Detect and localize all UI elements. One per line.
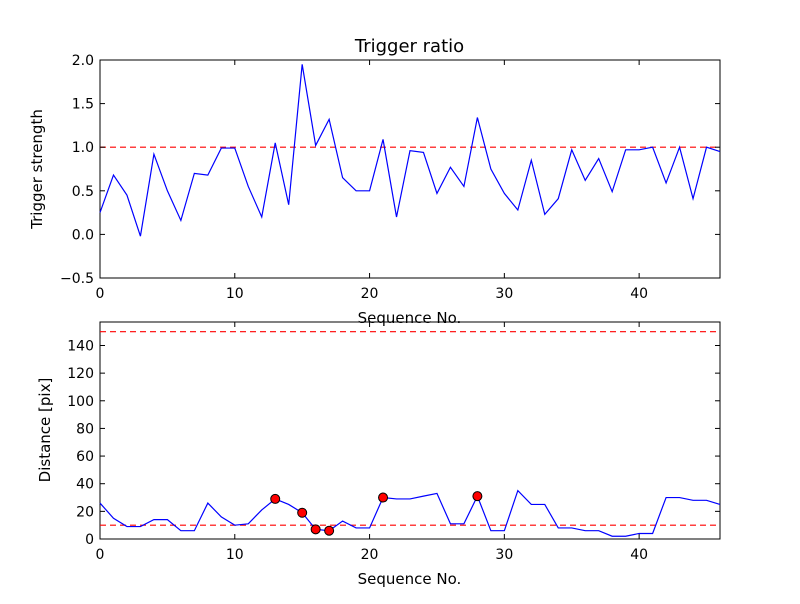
bottom-chart: 0 10 20 30 40 0 20 40 60 80 100 120 140 — [67, 321, 721, 563]
bottom-y-tick-label: 60 — [76, 449, 94, 465]
top-y-tick-label: 2.0 — [72, 53, 94, 69]
bottom-highlight-point — [270, 493, 281, 504]
top-x-tick-label: 20 — [361, 286, 379, 302]
top-x-axis-label: Sequence No. — [358, 309, 462, 327]
bottom-highlight-point — [310, 524, 321, 535]
bottom-x-tick-label: 0 — [96, 547, 105, 563]
bottom-highlight-point — [324, 525, 335, 536]
bottom-y-tick-label: 100 — [67, 394, 94, 410]
top-chart: 0 10 20 30 40 −0.5 0.0 0.5 1.0 1.5 2.0 — [60, 53, 721, 302]
bottom-y-axis-label: Distance [pix] — [36, 378, 54, 483]
bottom-highlight-point — [297, 507, 308, 518]
top-plot-frame — [99, 59, 721, 279]
top-x-tick-label: 10 — [226, 286, 244, 302]
bottom-highlight-point — [472, 491, 483, 502]
bottom-y-tick-label: 80 — [76, 421, 94, 437]
top-y-tick-label: −0.5 — [60, 271, 94, 287]
bottom-y-tick-label: 140 — [67, 338, 94, 354]
top-series-line — [99, 64, 721, 237]
bottom-y-tick-label: 40 — [76, 477, 94, 493]
bottom-y-tick-label: 120 — [67, 366, 94, 382]
bottom-y-tick-label: 20 — [76, 504, 94, 520]
bottom-x-axis-label: Sequence No. — [358, 570, 462, 588]
bottom-series-line — [99, 489, 721, 537]
top-y-tick-label: 0.0 — [72, 227, 94, 243]
top-y-axis-label: Trigger strength — [28, 109, 46, 230]
chart-title: Trigger ratio — [354, 36, 464, 57]
top-x-tick-label: 30 — [495, 286, 513, 302]
bottom-plot-frame — [99, 321, 721, 540]
top-x-tick-label: 0 — [96, 286, 105, 302]
bottom-x-tick-label: 30 — [495, 547, 513, 563]
top-x-tick-label: 40 — [630, 286, 648, 302]
bottom-x-tick-label: 10 — [226, 547, 244, 563]
bottom-x-tick-label: 20 — [361, 547, 379, 563]
bottom-y-tick-label: 0 — [85, 532, 94, 548]
bottom-highlight-point — [378, 492, 389, 503]
top-y-tick-label: 1.0 — [72, 140, 94, 156]
bottom-x-tick-label: 40 — [630, 547, 648, 563]
top-y-tick-label: 1.5 — [72, 97, 94, 113]
top-y-tick-label: 0.5 — [72, 184, 94, 200]
